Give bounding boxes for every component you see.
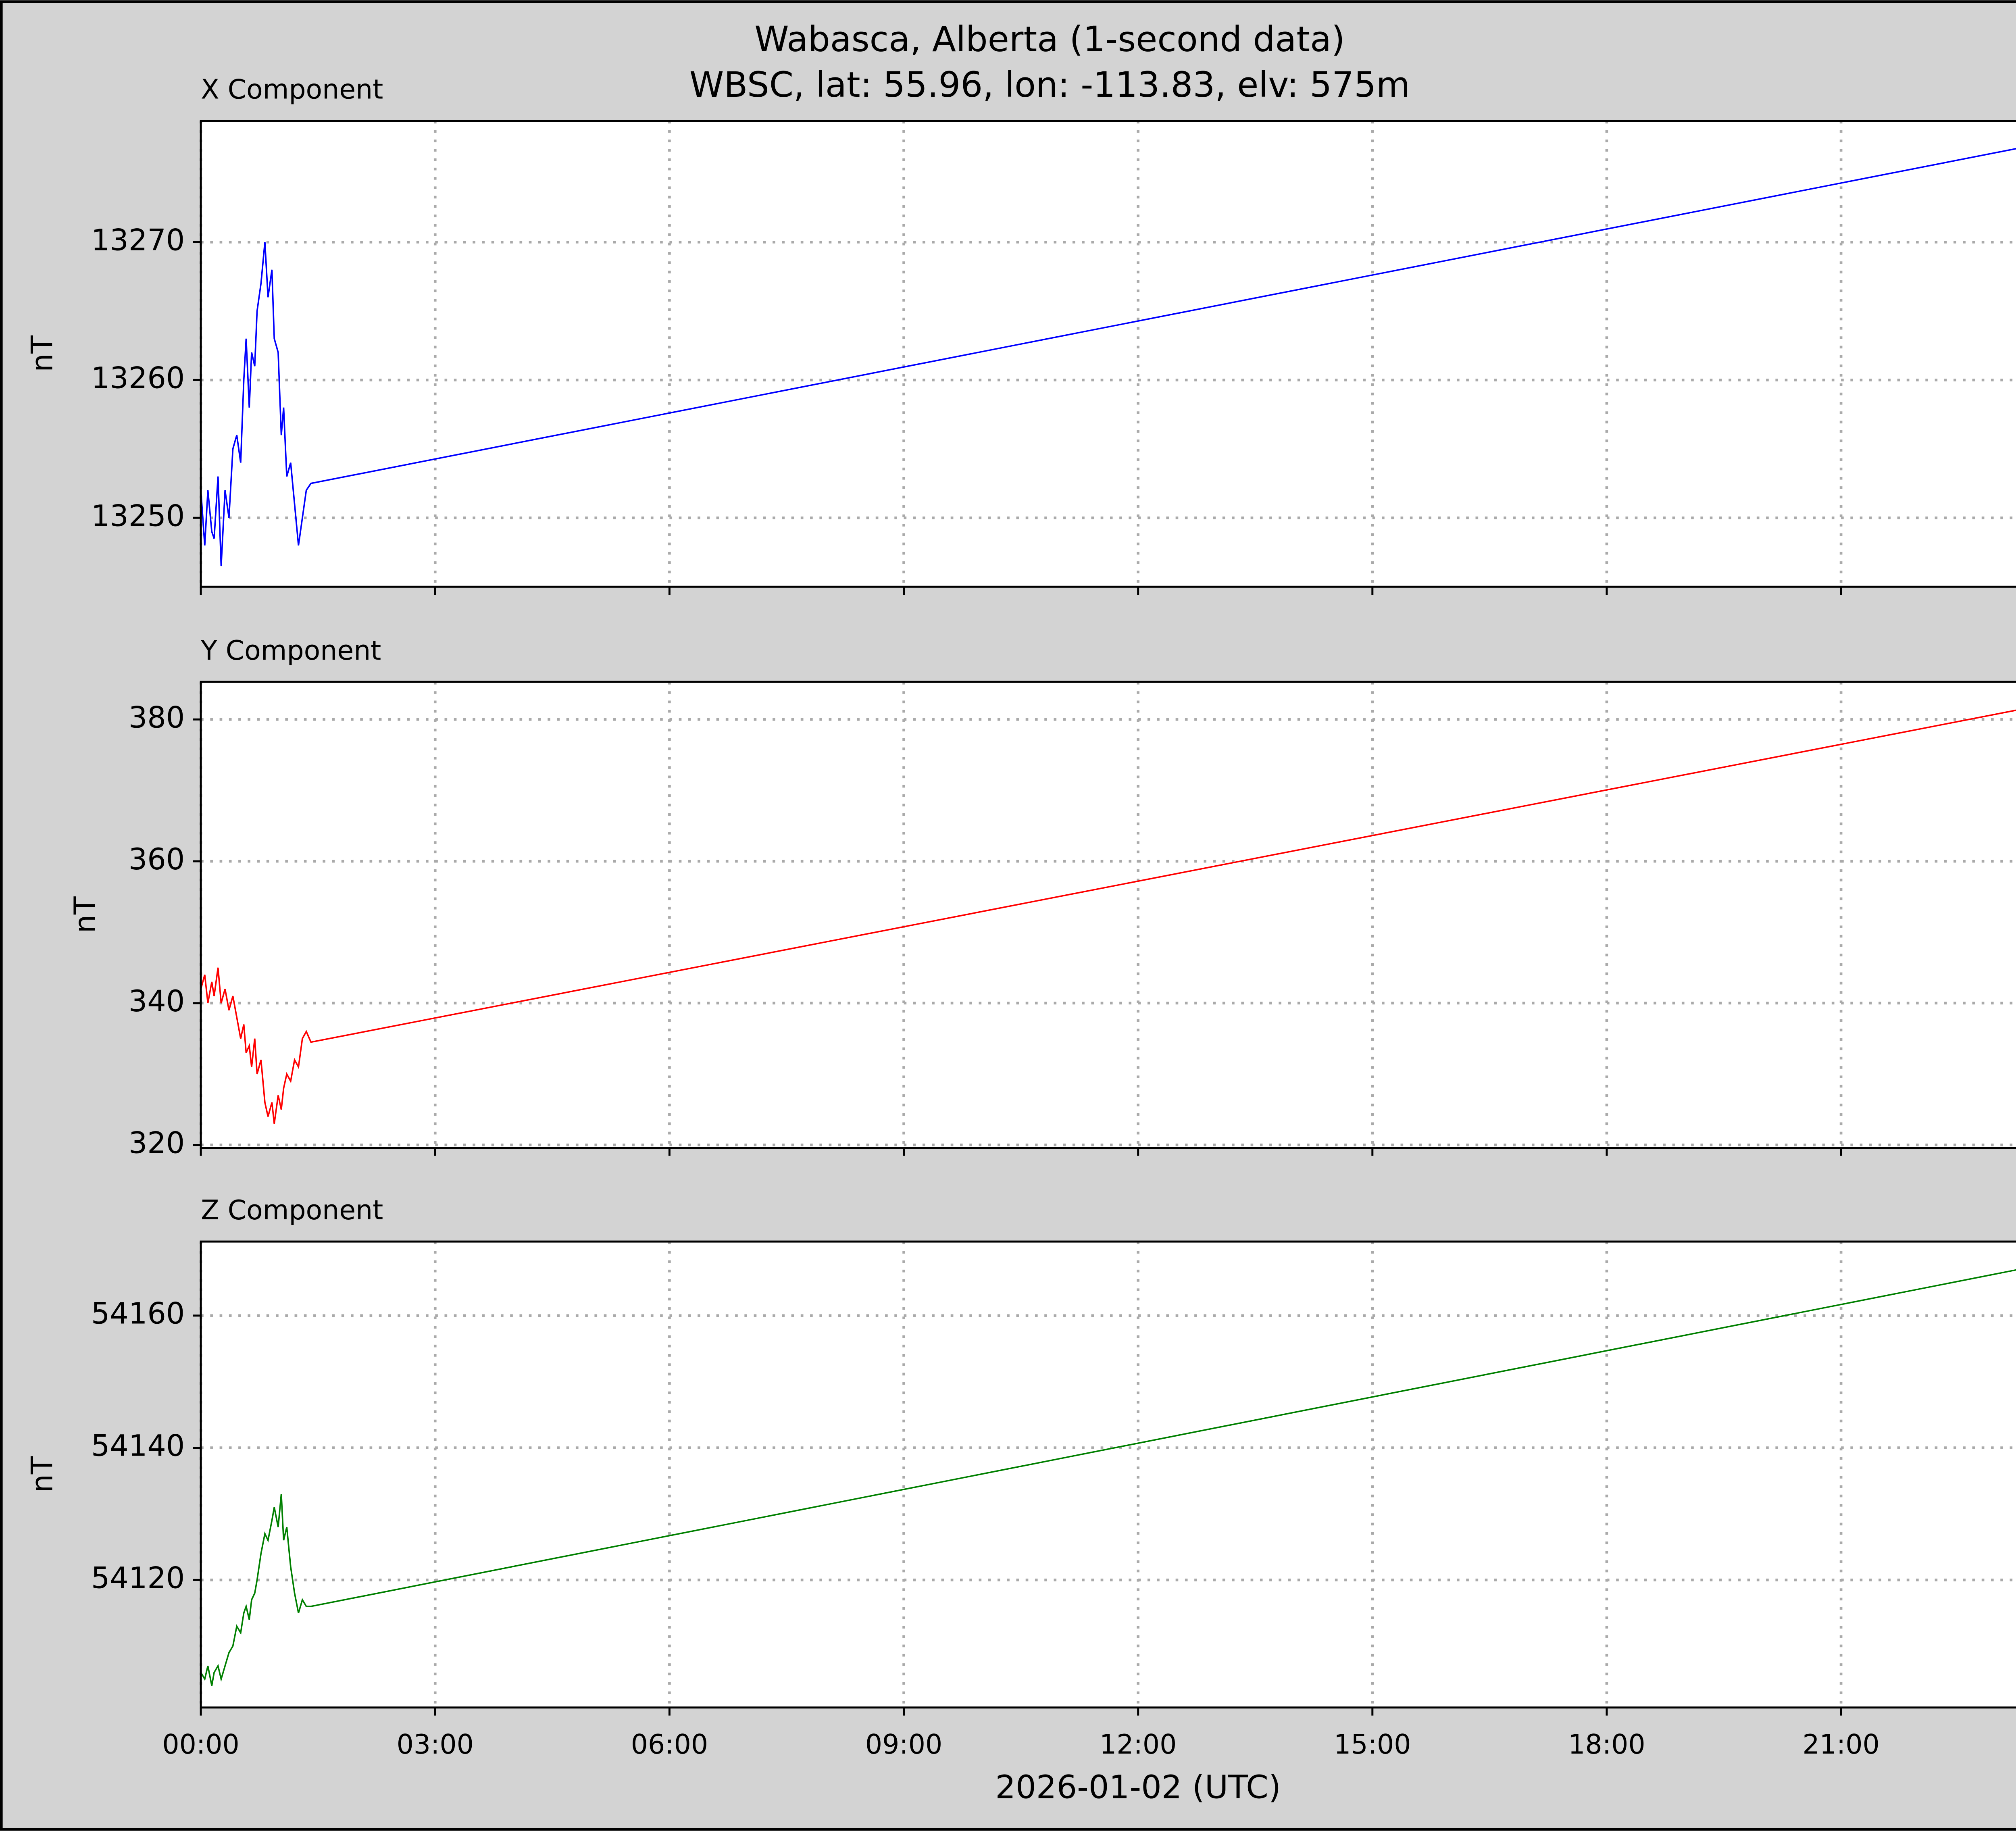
panel-title: Y Component [200,635,381,666]
x-tick-label: 06:00 [631,1729,708,1760]
y-tick-label: 380 [129,700,185,735]
x-tick-label: 21:00 [1802,1729,1879,1760]
x-axis-label: 2026-01-02 (UTC) [995,1768,1281,1806]
y-tick-label: 54140 [91,1429,185,1463]
data-line [201,1269,2016,1686]
figure-subtitle: WBSC, lat: 55.96, lon: -113.83, elv: 575… [689,65,1410,105]
x-tick-label: 15:00 [1334,1729,1411,1760]
x-tick-label: 18:00 [1568,1729,1645,1760]
panel-title: Z Component [201,1194,383,1226]
y-axis-label: nT [25,335,60,372]
y-axis-label: nT [25,1456,60,1493]
plot-area [201,1241,2016,1708]
x-tick-label: 00:00 [162,1729,239,1760]
y-tick-label: 54120 [91,1561,185,1595]
y-tick-label: 54160 [91,1297,185,1331]
y-tick-label: 340 [129,984,185,1019]
y-tick-label: 13260 [91,361,185,395]
y-tick-label: 320 [129,1126,185,1160]
y-tick-label: 13250 [91,499,185,533]
plot-frame [200,120,2016,588]
y-tick-label: 13270 [91,223,185,258]
plot-frame [200,1240,2016,1709]
plot-frame [200,681,2016,1149]
figure-title: Wabasca, Alberta (1-second data) [754,19,1345,60]
panel-title: X Component [201,74,383,105]
plot-area [201,121,2016,587]
x-tick-label: 09:00 [865,1729,942,1760]
y-tick-label: 360 [129,842,185,877]
plot-area [201,682,2016,1148]
x-tick-label: 12:00 [1100,1729,1177,1760]
y-axis-label: nT [68,896,102,933]
x-tick-label: 03:00 [397,1729,474,1760]
data-line [201,709,2016,1124]
data-line [201,148,2016,567]
